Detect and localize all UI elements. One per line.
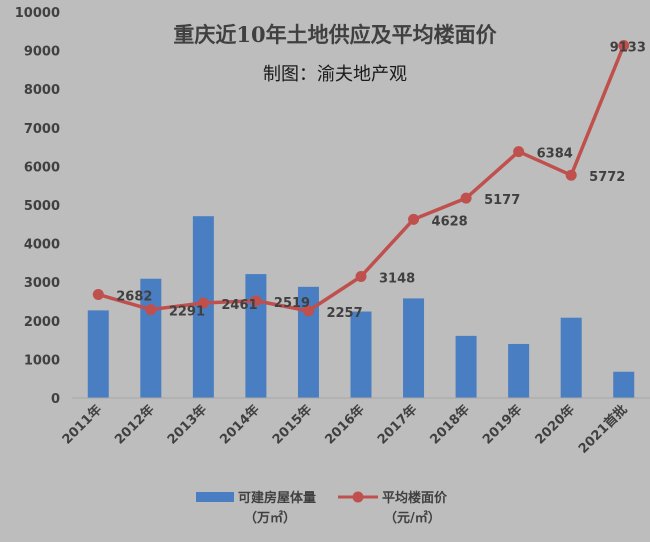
x-tick-label: 2016年 [322,402,368,448]
y-tick-label: 4000 [24,238,60,253]
x-tick-label: 2011年 [59,402,105,448]
bar [297,286,319,398]
y-axis: 0 1000 2000 3000 4000 5000 6000 7000 8000 9000 100… [15,6,60,407]
legend-bar-unit: （万㎡） [244,510,296,526]
data-label: 6384 [537,147,573,162]
x-tick-label: 2014年 [217,402,263,448]
bar [455,335,477,398]
bar [403,298,425,398]
x-axis: 2011年 2012年 2013年 2014年 2015年 2016年 2017年 2018年… [59,402,631,457]
bar-series [72,216,650,399]
y-tick-label: 6000 [24,160,60,175]
y-tick-label: 9000 [24,45,60,60]
legend-bar-name: 可建房屋体量 [238,490,316,506]
line-marker [618,39,630,51]
x-tick-label: 2017年 [374,402,420,448]
bar [508,343,530,398]
legend-line-marker [352,491,364,503]
y-tick-label: 3000 [24,276,60,291]
bar [87,310,109,398]
data-label: 3148 [379,271,415,286]
x-tick-label: 2019年 [479,402,525,448]
y-tick-label: 10000 [15,6,60,21]
line-marker [197,297,209,309]
data-label: 2257 [326,306,362,321]
legend-line-unit: （元/㎡） [384,510,441,526]
x-tick-label: 2013年 [164,402,210,448]
line-marker [513,146,525,158]
y-tick-label: 8000 [24,83,60,98]
y-tick-label: 0 [51,392,60,407]
data-label: 2682 [116,289,152,304]
line-marker [408,213,420,225]
bar [350,311,372,398]
x-tick-label: 2015年 [269,402,315,448]
line-marker [460,192,472,204]
line-marker [302,305,314,317]
data-label: 4628 [432,214,468,229]
legend: 可建房屋体量 （万㎡） 平均楼面价 （元/㎡） [196,490,448,526]
legend-line-name: 平均楼面价 [382,490,448,506]
x-tick-label: 2012年 [112,402,158,448]
x-tick-label: 2018年 [427,402,473,448]
legend-bar-swatch [196,492,234,502]
data-label: 5772 [589,170,625,185]
line-marker [92,288,104,300]
line-marker [250,295,262,307]
y-tick-label: 7000 [24,122,60,137]
y-tick-label: 2000 [24,315,60,330]
data-label: 2291 [169,305,205,320]
line-marker [145,304,157,316]
data-label: 2461 [221,298,257,313]
x-tick-label: 2020年 [532,402,578,448]
line-series: 2682 2291 2461 2519 2257 3148 4628 5177 6384 5772… [92,39,646,321]
line-marker [565,169,577,181]
bar [613,371,635,398]
data-label: 9133 [610,40,646,55]
data-label: 5177 [484,193,520,208]
y-tick-label: 5000 [24,199,60,214]
line-marker [355,270,367,282]
bar [245,274,267,398]
chart-title: 重庆近10年土地供应及平均楼面价 [173,22,497,47]
chart-subtitle: 制图：渝夫地产观 [263,64,407,85]
x-tick-label: 2021首批 [575,402,630,457]
data-label: 2519 [274,296,310,311]
y-tick-label: 1000 [24,353,60,368]
bar [560,317,582,398]
